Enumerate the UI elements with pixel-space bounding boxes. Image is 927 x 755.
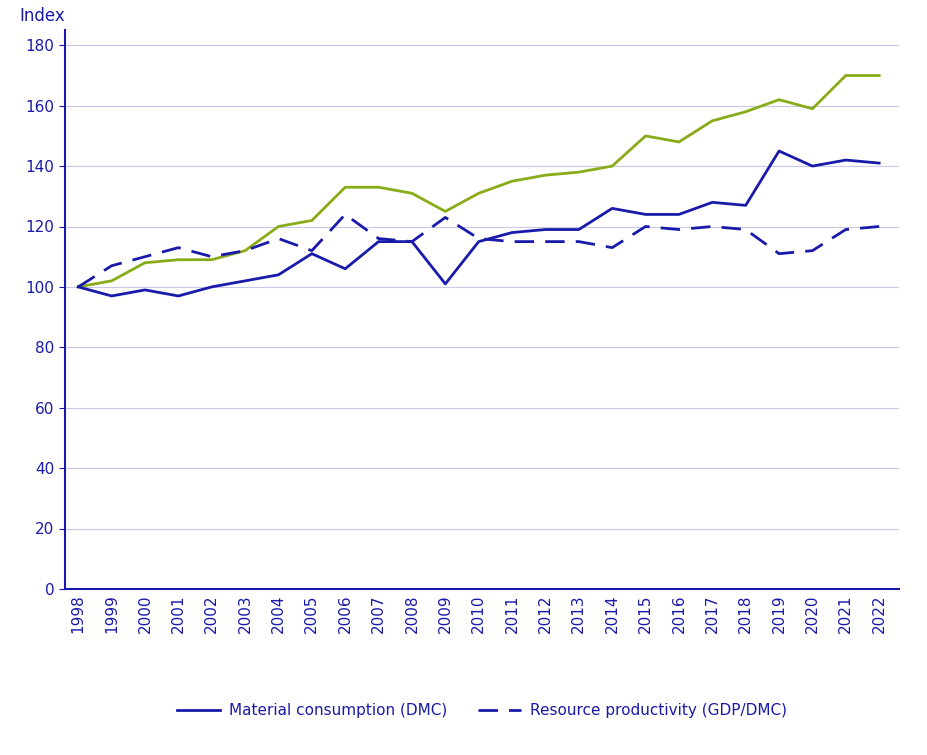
Legend: Material consumption (DMC), Resource productivity (GDP/DMC): Material consumption (DMC), Resource pro… xyxy=(171,697,793,724)
Text: Index: Index xyxy=(19,7,65,25)
